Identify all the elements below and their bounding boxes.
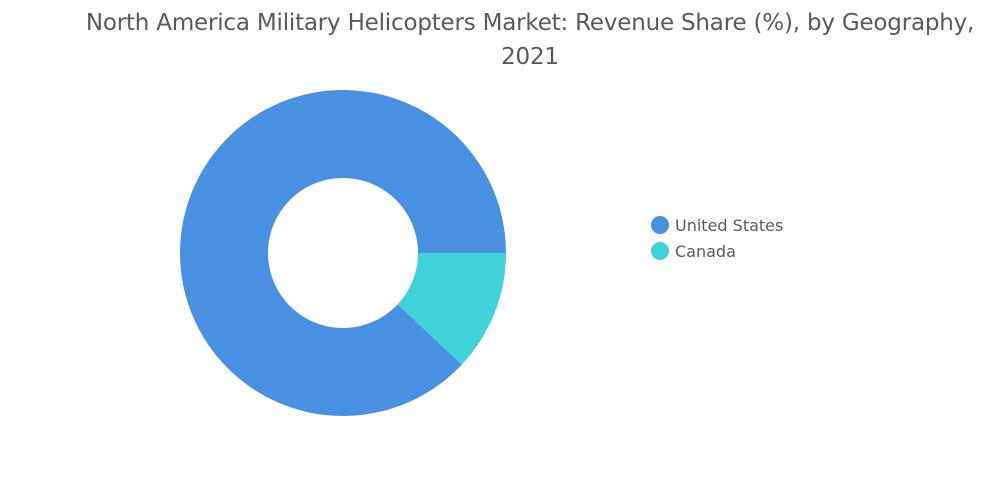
legend: United States Canada [651,212,783,264]
donut-slice-united-states[interactable] [179,90,506,417]
donut-slice-canada[interactable] [397,253,506,365]
legend-item-united-states[interactable]: United States [651,212,783,238]
legend-label-canada: Canada [675,241,736,261]
legend-item-canada[interactable]: Canada [651,238,783,264]
legend-label-united-states: United States [675,215,784,235]
legend-swatch-united-states [651,216,669,234]
legend-swatch-canada [651,242,669,260]
chart-title: North America Military Helicopters Marke… [85,10,975,70]
